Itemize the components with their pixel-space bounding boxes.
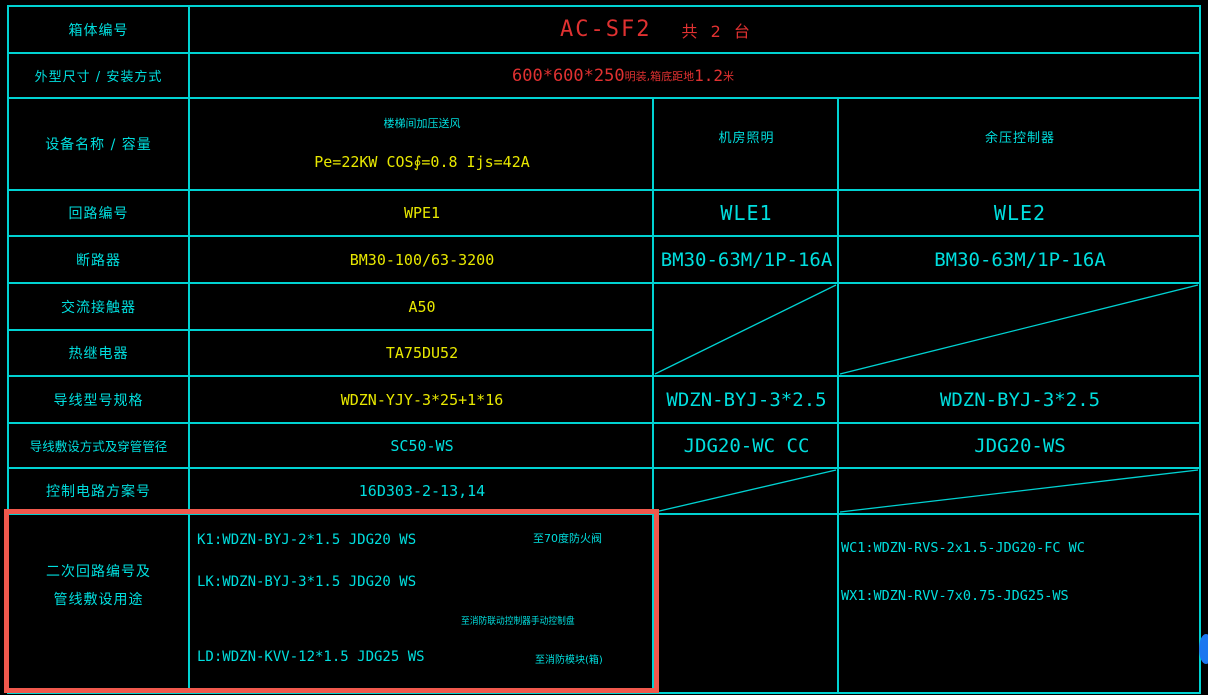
cell-breaker-col2: BM30-100/63-3200 bbox=[349, 250, 495, 269]
cell-secondary-k1: K1:WDZN-BYJ-2*1.5 JDG20 WS bbox=[197, 532, 417, 548]
row-label-circuit-no: 回路编号 bbox=[68, 206, 129, 222]
row-label-secondary-circuits: 二次回路编号及 管线敷设用途 bbox=[8, 558, 189, 614]
cell-secondary-wc1: WC1:WDZN-RVS-2x1.5-JDG20-FC WC bbox=[841, 540, 1085, 556]
cell-thermal-relay-col2: TA75DU52 bbox=[385, 344, 459, 362]
cell-circuit-col2: WPE1 bbox=[403, 204, 441, 222]
row-label-control-scheme: 控制电路方案号 bbox=[46, 484, 151, 500]
dimensions-mount: 明装,箱底距地 bbox=[624, 69, 695, 83]
row-label-contactor: 交流接触器 bbox=[61, 299, 136, 316]
note-lk-destination: 至消防联动控制器手动控制盘 bbox=[461, 616, 575, 627]
cell-wire-spec-col4: WDZN-BYJ-3*2.5 bbox=[939, 388, 1101, 411]
cell-wire-spec-col2: WDZN-YJY-3*25+1*16 bbox=[340, 390, 504, 409]
grip-handle[interactable] bbox=[1199, 634, 1208, 664]
cell-secondary-ld: LD:WDZN-KVV-12*1.5 JDG25 WS bbox=[197, 649, 425, 665]
dimensions-height: 1.2 bbox=[694, 66, 723, 85]
cell-circuit-col4: WLE2 bbox=[993, 201, 1047, 225]
note-ld-destination: 至消防模块(箱) bbox=[535, 654, 603, 666]
cell-circuit-col3: WLE1 bbox=[720, 201, 773, 225]
cell-control-scheme-col2: 16D303-2-13,14 bbox=[358, 482, 486, 500]
cell-wiring-method-col4: JDG20-WS bbox=[974, 434, 1066, 457]
box-number-count: 共 2 台 bbox=[681, 21, 754, 41]
diagonal-empty-cell bbox=[654, 284, 837, 375]
cell-breaker-col3: BM30-63M/1P-16A bbox=[660, 248, 833, 271]
cell-dimensions-value: 600*600*250 明装,箱底距地 1.2 米 bbox=[512, 53, 734, 98]
diagonal-empty-cell bbox=[839, 469, 1199, 513]
secondary-label-line1: 二次回路编号及 bbox=[46, 564, 151, 580]
dimensions-size: 600*600*250 bbox=[512, 65, 625, 86]
highlight-annotation-box bbox=[4, 509, 659, 693]
row-label-wire-spec: 导线型号规格 bbox=[53, 392, 144, 409]
row-label-dimensions: 外型尺寸 / 安装方式 bbox=[34, 70, 163, 85]
cell-box-number-value: AC-SF2 共 2 台 bbox=[560, 6, 754, 53]
note-k1-destination: 至70度防火阀 bbox=[533, 532, 602, 545]
cell-breaker-col4: BM30-63M/1P-16A bbox=[934, 248, 1106, 271]
row-label-equipment: 设备名称 / 容量 bbox=[45, 137, 152, 153]
box-number-id: AC-SF2 bbox=[560, 17, 652, 42]
cell-equipment-col3: 机房照明 bbox=[718, 130, 775, 146]
cell-secondary-lk: LK:WDZN-BYJ-3*1.5 JDG20 WS bbox=[197, 574, 417, 590]
diagonal-empty-cell bbox=[654, 469, 837, 513]
cell-wiring-method-col2: SC50-WS bbox=[390, 436, 454, 455]
cell-equipment-col4: 余压控制器 bbox=[984, 130, 1055, 146]
cell-contactor-col2: A50 bbox=[408, 297, 436, 316]
dimensions-unit: 米 bbox=[723, 69, 734, 83]
cell-fan-capacity: Pe=22KW COS∮=0.8 Ijs=42A bbox=[314, 153, 530, 171]
row-label-breaker: 断路器 bbox=[76, 252, 121, 269]
cell-secondary-wx1: WX1:WDZN-RVV-7x0.75-JDG25-WS bbox=[841, 588, 1069, 604]
table-outer-border bbox=[7, 5, 1201, 694]
row-label-wiring-method: 导线敷设方式及穿管管径 bbox=[29, 439, 168, 454]
secondary-label-line2: 管线敷设用途 bbox=[53, 592, 144, 608]
row-label-box-number: 箱体编号 bbox=[68, 22, 129, 39]
row-label-thermal-relay: 热继电器 bbox=[68, 346, 129, 362]
diagonal-empty-cell bbox=[839, 284, 1199, 375]
cell-wire-spec-col3: WDZN-BYJ-3*2.5 bbox=[666, 388, 827, 411]
cell-fan-name: 楼梯间加压送风 bbox=[383, 117, 461, 130]
cell-wiring-method-col3: JDG20-WC CC bbox=[683, 434, 810, 457]
